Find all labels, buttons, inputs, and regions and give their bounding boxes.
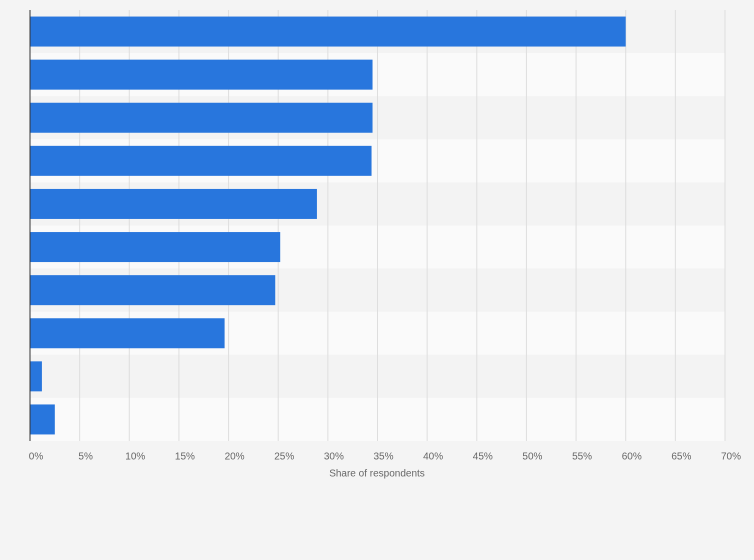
x-tick-label: 25% [274,452,294,463]
bar [30,232,281,263]
bar [30,275,276,306]
x-tick-label: 20% [225,452,245,463]
bar [30,318,225,349]
bar [30,145,372,176]
bar [30,102,373,133]
x-tick-label: 45% [473,452,493,463]
x-axis-label: Share of respondents [329,469,425,480]
x-tick-label: 35% [373,452,393,463]
x-tick-label: 55% [572,452,592,463]
bar [30,16,626,47]
x-tick-label: 30% [324,452,344,463]
x-tick-label: 70% [721,452,741,463]
x-tick-label: 40% [423,452,443,463]
x-tick-label: 0% [29,452,44,463]
x-tick-label: 50% [522,452,542,463]
x-tick-label: 60% [622,452,642,463]
x-tick-label: 10% [125,452,145,463]
bar [30,404,55,435]
x-tick-label: 5% [78,452,93,463]
x-tick-label: 65% [671,452,691,463]
x-tick-label: 15% [175,452,195,463]
bar [30,188,317,219]
bar [30,361,42,392]
bar [30,59,373,90]
